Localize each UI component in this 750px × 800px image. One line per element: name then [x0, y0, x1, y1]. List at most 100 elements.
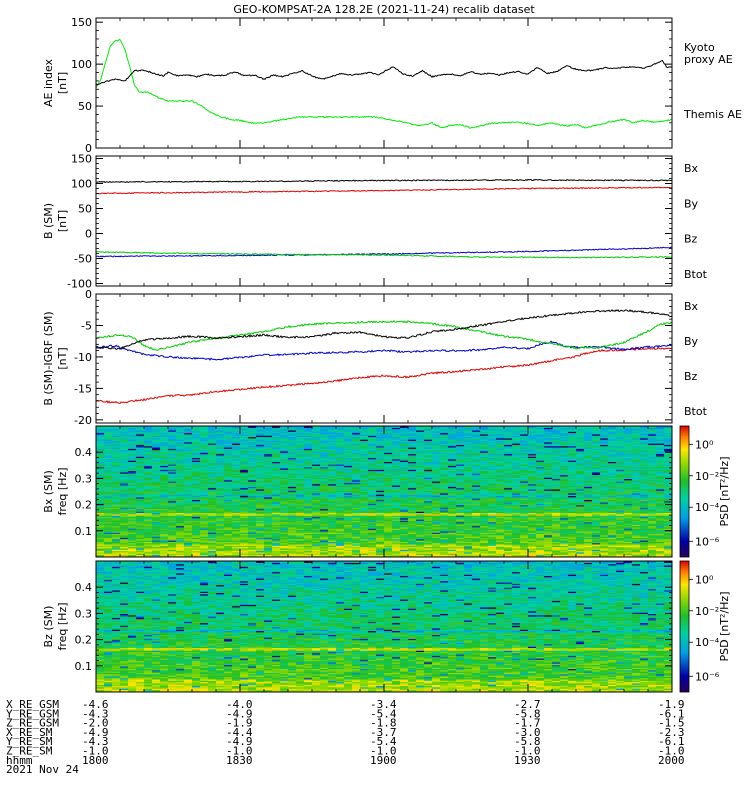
x-row-value: -2.0: [82, 717, 109, 730]
series-bx: [96, 246, 672, 258]
y-axis-label: AE index: [42, 58, 55, 107]
y-tick-label: -10: [74, 351, 92, 364]
x-row-value: -2.7: [514, 698, 541, 711]
series-btot: [96, 178, 672, 183]
x-row-value: -5.8: [514, 707, 541, 720]
series-by: [96, 251, 672, 259]
b-frame: [95, 155, 673, 287]
x-row-value: 1830: [226, 754, 253, 767]
x-row-value: -3.4: [370, 698, 397, 711]
x-row-value: -1.5: [658, 717, 685, 730]
y-axis-unit-label: [nT]: [56, 72, 69, 94]
y-tick-label: 0.4: [75, 446, 93, 459]
x-row-value: -3.0: [514, 726, 541, 739]
legend-entry: Kyoto: [684, 41, 715, 54]
x-row-value: -1.9: [658, 698, 685, 711]
x-row-value: -4.3: [82, 735, 109, 748]
x-row-value: -2.3: [658, 726, 685, 739]
x-axis-table: X_RE_GSM -4.6 -4.0 -3.4 -2.7 -1.9 Y_RE_GSM -4.3…: [6, 698, 685, 776]
y-tick-label: 0.3: [75, 607, 93, 620]
x-row-value: -3.7: [370, 726, 397, 739]
x-row-label: Y_RE_SM: [6, 735, 53, 748]
x-row-label: X_RE_GSM: [6, 698, 59, 711]
x-row-value: -6.1: [658, 707, 685, 720]
bx_psd-panel: 10⁰ 10⁻² 10⁻⁴ 10⁻⁶ PSD [nT²/Hz] 0.1 0.2 0.3 0.4 B…: [42, 425, 731, 558]
y-tick-label: 50: [78, 203, 92, 216]
series-bx: [96, 340, 672, 361]
colorbar-label: PSD [nT²/Hz]: [718, 591, 731, 661]
y-tick-label: 100: [71, 178, 92, 191]
y-tick-label: 150: [71, 153, 92, 166]
y-axis-label: B (SM): [42, 203, 55, 239]
x-row-value: -4.0: [226, 698, 253, 711]
x-row-value: -1.8: [370, 717, 397, 730]
x-row-label: Z_RE_GSM: [6, 717, 59, 730]
legend-entry: By: [684, 335, 699, 348]
bx_psd-spectrogram: [96, 426, 672, 557]
y-tick-label: 0: [85, 228, 92, 241]
x-row-value: -4.9: [226, 707, 253, 720]
x-axis-date: 2021 Nov 24: [6, 763, 79, 776]
legend-entry: Bx: [684, 162, 699, 175]
colorbar-tick-label: 10⁰: [695, 573, 714, 586]
y-tick-label: 0: [85, 142, 92, 155]
x-row-value: -4.9: [82, 726, 109, 739]
x-row-value: -5.8: [514, 735, 541, 748]
y-tick-label: 0.3: [75, 472, 93, 485]
x-row-label: Z_RE_SM: [6, 745, 53, 758]
y-tick-label: 100: [71, 58, 92, 71]
legend-entry: By: [684, 197, 699, 210]
x-row-value: 2000: [658, 754, 685, 767]
colorbar-tick-label: 10⁻²: [695, 605, 719, 618]
bz_psd-panel: 10⁰ 10⁻² 10⁻⁴ 10⁻⁶ PSD [nT²/Hz] 0.1 0.2 0.3 0.4 B…: [42, 560, 731, 693]
y-axis-unit-label: [nT]: [56, 347, 69, 369]
series-kyoto-proxy-ae: [96, 39, 672, 129]
bx_psd-colorbar: [679, 425, 690, 558]
x-row-value: -4.3: [82, 707, 109, 720]
y-tick-label: 50: [78, 100, 92, 113]
legend-entry: proxy AE: [684, 53, 733, 66]
x-row-value: -1.0: [514, 745, 541, 758]
bz_psd-colorbar: [679, 560, 690, 693]
y-tick-label: 0: [85, 288, 92, 301]
legend-entry: Bz: [684, 370, 698, 383]
bz_psd-spectrogram: [96, 561, 672, 692]
x-row-value: -1.0: [82, 745, 109, 758]
colorbar-tick-label: 10⁻⁴: [695, 636, 720, 649]
x-row-value: 1900: [370, 754, 397, 767]
x-row-label: hhmm: [6, 754, 33, 767]
x-row-value: 1930: [514, 754, 541, 767]
colorbar-tick-label: 10⁻⁶: [695, 670, 720, 683]
x-row-value: -5.4: [370, 707, 397, 720]
x-row-value: -4.6: [82, 698, 109, 711]
db-panel: Bx By Bz Btot -20 -15 -10 -5 0 B (SM)-IGRF (SM) [n…: [42, 288, 708, 427]
y-tick-label: 0.1: [75, 525, 93, 538]
y-axis-label: Bz (SM): [42, 606, 55, 648]
legend-entry: Themis AE: [683, 108, 742, 121]
y-tick-label: -15: [74, 382, 92, 395]
colorbar-tick-label: 10⁰: [695, 438, 714, 451]
ae-frame: [95, 17, 673, 149]
y-axis-unit-label: freq [Hz]: [56, 602, 69, 650]
series-themis-ae: [96, 59, 672, 86]
y-tick-label: 0.1: [75, 660, 93, 673]
legend-entry: Bz: [684, 233, 698, 246]
x-row-value: -4.4: [226, 726, 253, 739]
y-tick-label: -5: [81, 319, 92, 332]
y-axis-label: Bx (SM): [42, 470, 55, 513]
legend-entry: Bx: [684, 300, 699, 313]
x-row-value: -1.0: [658, 745, 685, 758]
y-tick-label: -100: [67, 278, 92, 291]
colorbar-tick-label: 10⁻⁴: [695, 501, 720, 514]
b-panel: Bx By Bz Btot -100 -50 0 50 100 150 B (SM) [nT]: [42, 153, 708, 291]
colorbar-label: PSD [nT²/Hz]: [718, 456, 731, 526]
series-btot: [96, 309, 672, 350]
x-row-label: Y_RE_GSM: [6, 707, 59, 720]
colorbar-tick-label: 10⁻⁶: [695, 535, 720, 548]
x-row-label: X_RE_SM: [6, 726, 53, 739]
x-row-value: -1.0: [370, 745, 397, 758]
x-row-value: -6.1: [658, 735, 685, 748]
